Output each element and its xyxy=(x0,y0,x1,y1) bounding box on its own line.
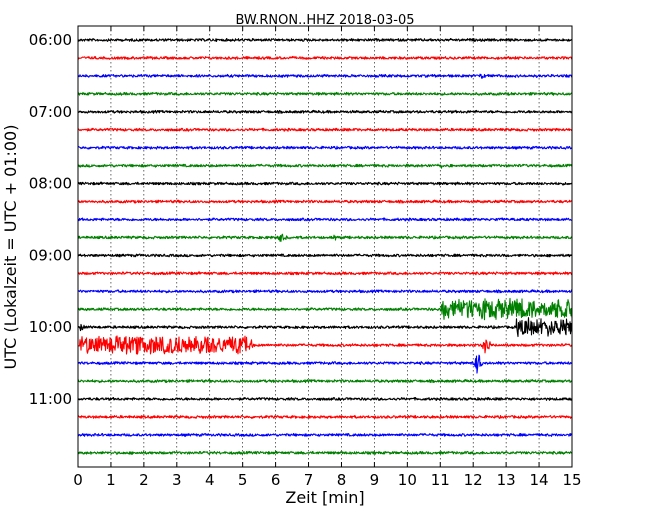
trace-0745 xyxy=(77,163,573,169)
trace-0900 xyxy=(77,253,573,258)
y-axis-label: UTC (Lokalzeit = UTC + 01:00) xyxy=(1,125,20,370)
trace-1100 xyxy=(77,396,573,402)
trace-0830 xyxy=(77,217,573,222)
trace-0930 xyxy=(77,289,573,294)
y-tick-label-0: 06:00 xyxy=(29,31,72,49)
trace-0645 xyxy=(77,91,573,96)
x-tick-label-7: 7 xyxy=(304,471,314,489)
x-tick-label-6: 6 xyxy=(271,471,281,489)
x-tick-label-3: 3 xyxy=(172,471,182,489)
y-tick-label-1: 07:00 xyxy=(29,103,72,121)
x-tick-label-11: 11 xyxy=(431,471,450,489)
trace-1000 xyxy=(77,317,573,338)
trace-1145 xyxy=(77,450,573,455)
x-tick-label-2: 2 xyxy=(139,471,149,489)
trace-0800 xyxy=(77,181,573,186)
x-axis-ticks: 0 1 2 3 4 5 6 7 8 9 10 11 12 13 14 15 xyxy=(73,26,582,489)
trace-0630 xyxy=(77,73,573,79)
trace-0915 xyxy=(77,271,573,276)
trace-0845 xyxy=(77,233,573,242)
chart-title: BW.RNON..HHZ 2018-03-05 xyxy=(235,13,414,28)
x-tick-label-14: 14 xyxy=(530,471,549,489)
trace-0700 xyxy=(77,109,573,114)
trace-1130 xyxy=(77,432,573,437)
trace-0815 xyxy=(77,199,573,204)
trace-0730 xyxy=(77,145,573,150)
trace-0715 xyxy=(77,127,573,132)
x-tick-label-8: 8 xyxy=(337,471,347,489)
x-tick-label-5: 5 xyxy=(238,471,248,489)
trace-1030 xyxy=(77,354,573,374)
y-axis-ticks: 06:00 07:00 08:00 09:00 10:00 11:00 xyxy=(29,31,572,408)
x-tick-label-0: 0 xyxy=(73,471,83,489)
x-tick-label-9: 9 xyxy=(370,471,380,489)
x-tick-label-15: 15 xyxy=(562,471,581,489)
trace-1115 xyxy=(77,415,573,419)
x-tick-label-13: 13 xyxy=(497,471,516,489)
y-tick-label-2: 08:00 xyxy=(29,175,72,193)
x-tick-label-1: 1 xyxy=(106,471,116,489)
seismogram-traces xyxy=(77,37,573,455)
x-tick-label-12: 12 xyxy=(464,471,483,489)
y-tick-label-3: 09:00 xyxy=(29,246,72,264)
x-axis-label: Zeit [min] xyxy=(285,488,364,507)
y-tick-label-4: 10:00 xyxy=(29,318,72,336)
trace-0945 xyxy=(77,297,573,321)
trace-0615 xyxy=(77,55,573,60)
x-tick-label-10: 10 xyxy=(398,471,417,489)
y-tick-label-5: 11:00 xyxy=(29,390,72,408)
trace-1045 xyxy=(77,379,573,384)
grid-lines xyxy=(110,26,540,467)
trace-1015 xyxy=(77,335,573,355)
x-tick-label-4: 4 xyxy=(205,471,215,489)
plot-frame xyxy=(77,25,573,468)
trace-0600 xyxy=(77,37,573,42)
